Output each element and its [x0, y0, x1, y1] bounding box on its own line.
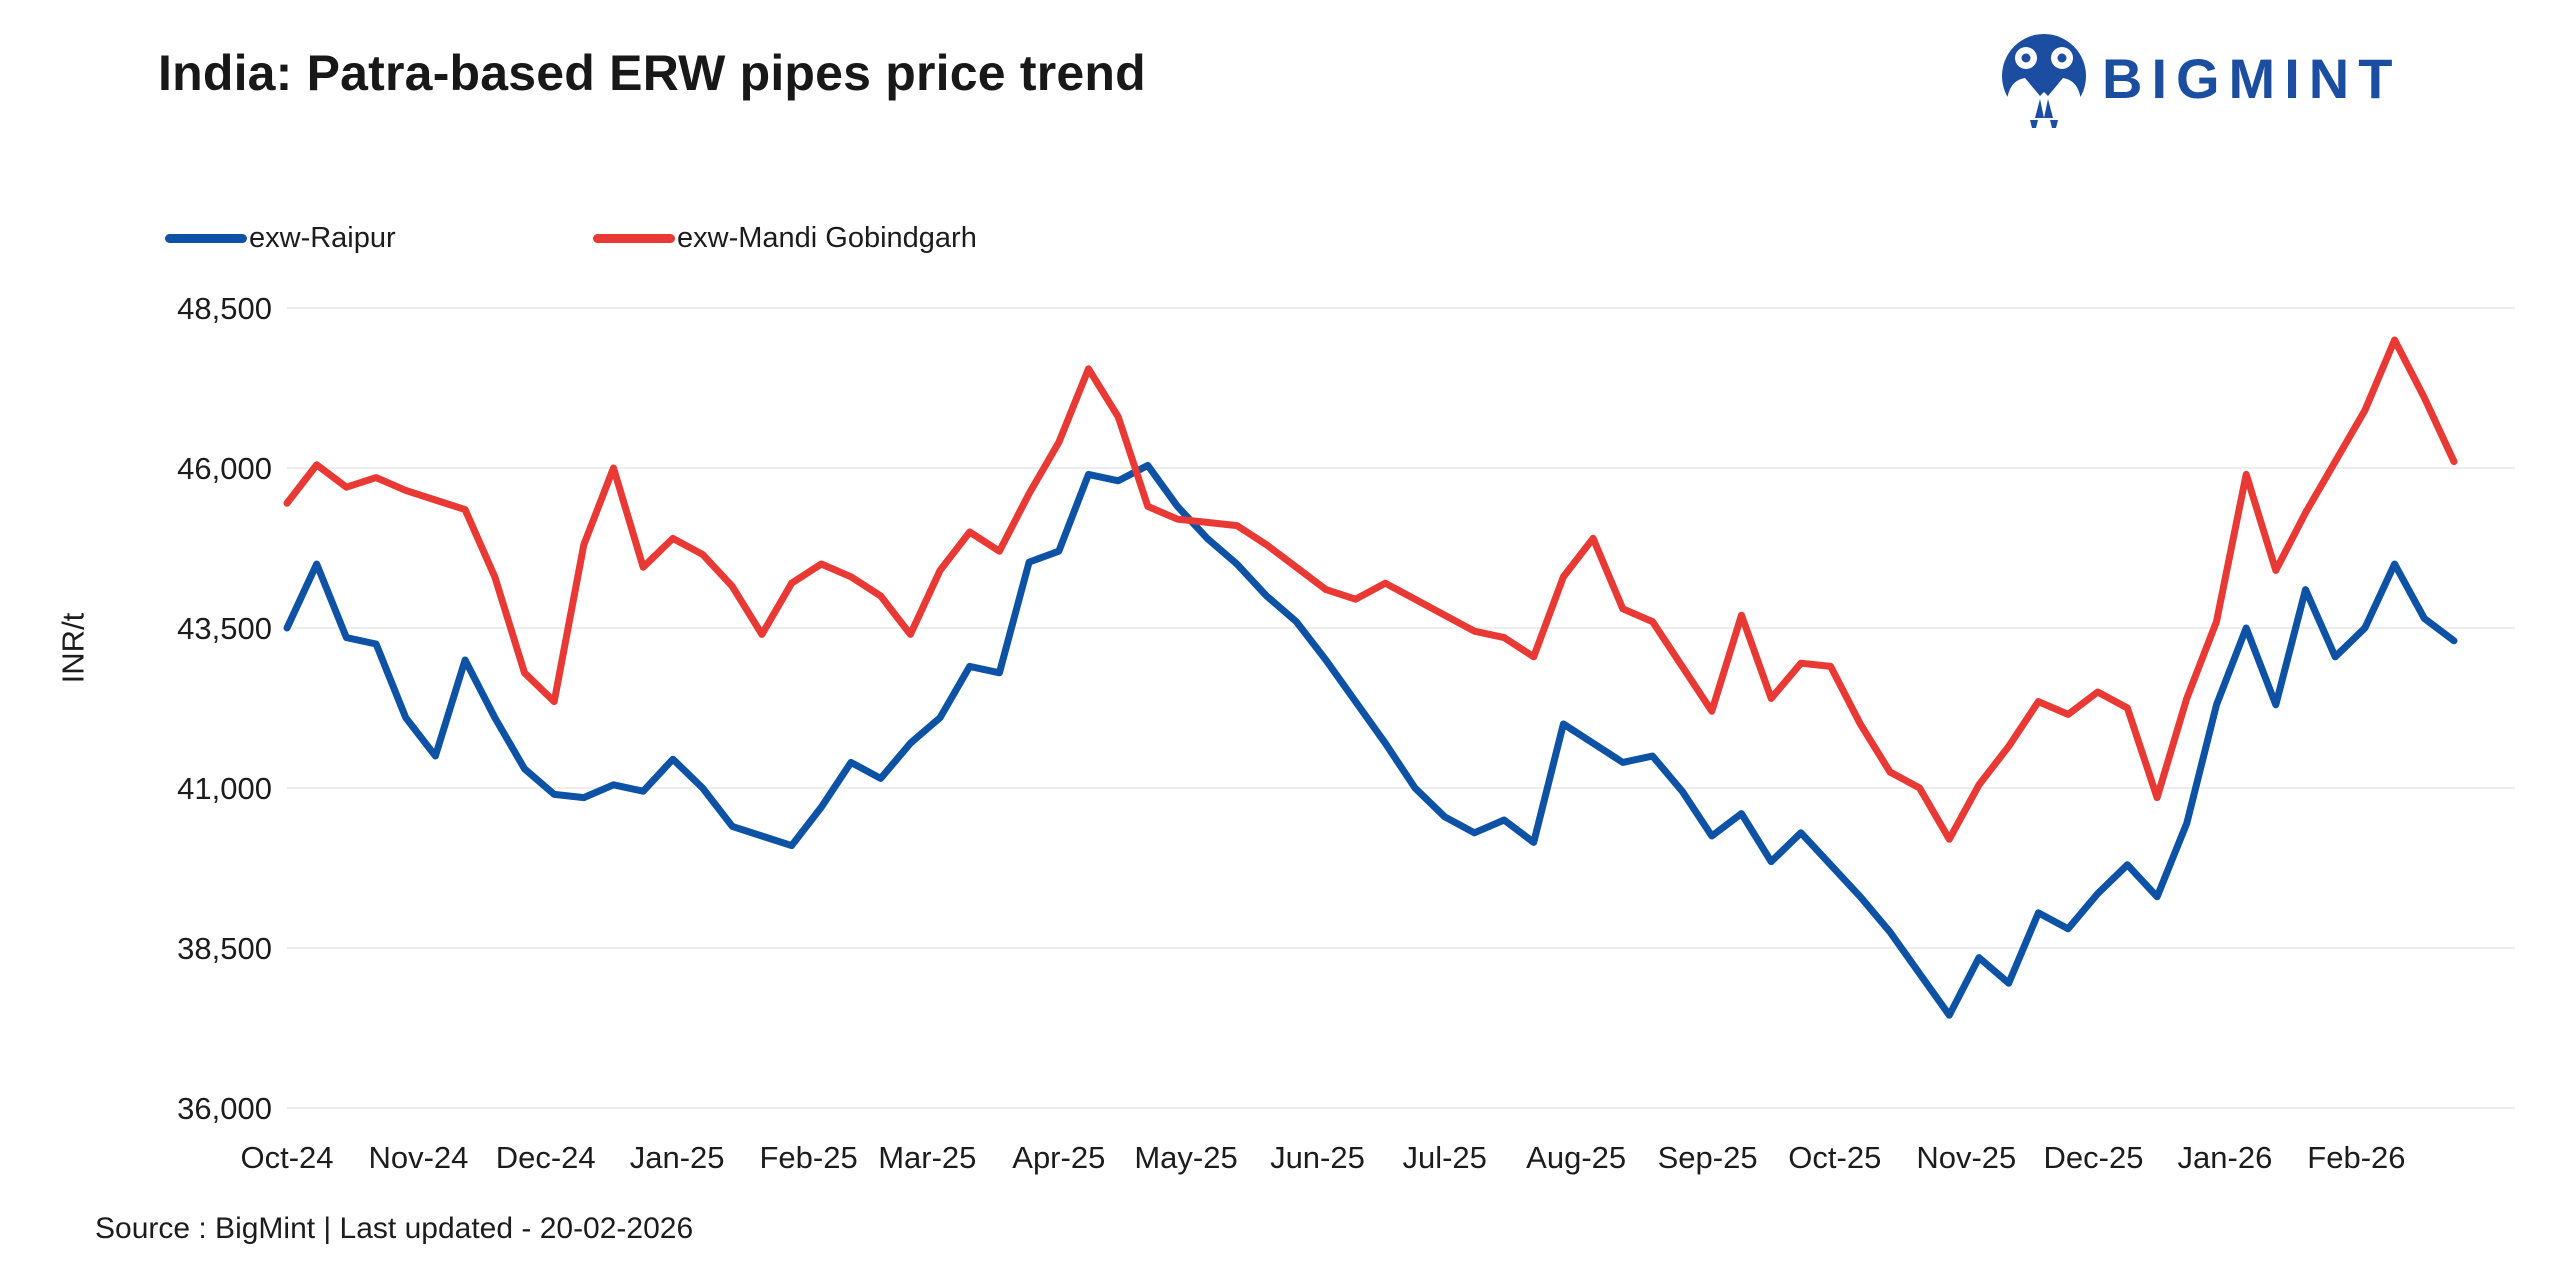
svg-text:Nov-24: Nov-24 — [368, 1140, 468, 1175]
svg-text:43,500: 43,500 — [177, 611, 272, 646]
legend-swatch-blue-icon — [165, 234, 247, 243]
svg-text:Jan-25: Jan-25 — [630, 1140, 725, 1175]
bigmint-logo: BIGMINT — [2002, 28, 2401, 128]
chart-legend: exw-Raipur exw-Mandi Gobindgarh — [0, 222, 2560, 258]
svg-text:Mar-25: Mar-25 — [878, 1140, 976, 1175]
svg-text:46,000: 46,000 — [177, 451, 272, 486]
bigmint-logo-icon — [2002, 34, 2086, 128]
svg-text:Feb-25: Feb-25 — [759, 1140, 857, 1175]
svg-text:36,000: 36,000 — [177, 1091, 272, 1126]
svg-text:38,500: 38,500 — [177, 931, 272, 966]
chart-plot-area[interactable] — [287, 308, 2515, 1108]
svg-text:Dec-24: Dec-24 — [496, 1140, 596, 1175]
svg-text:41,000: 41,000 — [177, 771, 272, 806]
svg-text:Dec-25: Dec-25 — [2044, 1140, 2144, 1175]
legend-label: exw-Mandi Gobindgarh — [677, 222, 977, 254]
svg-text:Aug-25: Aug-25 — [1526, 1140, 1626, 1175]
gridlines — [287, 307, 2515, 1109]
legend-label: exw-Raipur — [249, 222, 396, 254]
page-title: India: Patra-based ERW pipes price trend — [158, 45, 1146, 101]
svg-text:Nov-25: Nov-25 — [1916, 1140, 2016, 1175]
source-note: Source : BigMint | Last updated - 20-02-… — [95, 1212, 694, 1245]
x-axis-tick-labels: Oct-24 Nov-24 Dec-24 Jan-25 Feb-25 Mar-25 Apr-… — [240, 1140, 2405, 1175]
series-line-exw-mandi-gobindgarh — [283, 336, 2458, 843]
svg-text:Jul-25: Jul-25 — [1402, 1140, 1486, 1175]
bigmint-wordmark: BIGMINT — [2102, 46, 2402, 110]
svg-text:48,500: 48,500 — [177, 291, 272, 326]
svg-text:Oct-25: Oct-25 — [1788, 1140, 1881, 1175]
legend-item-exw-raipur[interactable]: exw-Raipur — [165, 222, 396, 255]
legend-item-exw-mandi-gobindgarh[interactable]: exw-Mandi Gobindgarh — [593, 222, 977, 255]
svg-text:Jun-25: Jun-25 — [1270, 1140, 1365, 1175]
svg-text:Sep-25: Sep-25 — [1658, 1140, 1758, 1175]
series-lines — [283, 336, 2458, 1019]
y-axis-tick-labels: 48,500 46,000 43,500 41,000 38,500 36,000 — [177, 291, 272, 1126]
svg-text:May-25: May-25 — [1134, 1140, 1237, 1175]
svg-text:Jan-26: Jan-26 — [2178, 1140, 2273, 1175]
legend-swatch-red-icon — [593, 234, 675, 243]
svg-text:Apr-25: Apr-25 — [1012, 1140, 1105, 1175]
series-line-exw-raipur — [283, 461, 2458, 1019]
svg-text:Feb-26: Feb-26 — [2307, 1140, 2405, 1175]
svg-text:Oct-24: Oct-24 — [240, 1140, 333, 1175]
